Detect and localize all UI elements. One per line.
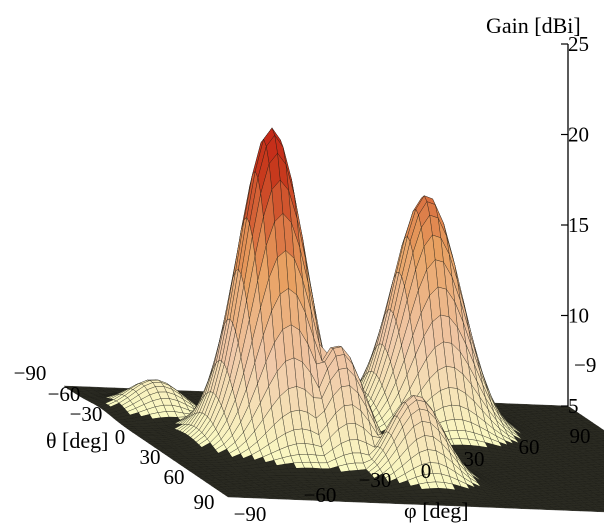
- phi-tick-label: 60: [519, 435, 540, 459]
- z-tick-label: 20: [568, 123, 589, 147]
- phi-tick-label: −30: [359, 468, 392, 492]
- surface-mesh: [63, 127, 604, 513]
- phi-tick-label: 90: [570, 424, 591, 448]
- theta-tick-label: 0: [115, 425, 126, 449]
- z-tick-label: 5: [568, 394, 579, 418]
- z-tick-label: 15: [568, 213, 589, 237]
- phi-tick-label: 30: [464, 447, 485, 471]
- phi-tick-label: −60: [304, 483, 337, 507]
- phi-tick-label: −90: [234, 502, 267, 526]
- z-axis-title: Gain [dBi]: [486, 13, 581, 38]
- z-tick-label: 10: [568, 304, 589, 328]
- theta-tick-label: 90: [194, 490, 215, 514]
- theta-tick-label: −90: [14, 361, 47, 385]
- phi-axis-title: φ [deg]: [404, 498, 469, 523]
- theta-tick-label: 60: [164, 465, 185, 489]
- phi-tick-label: 0: [421, 459, 432, 483]
- theta-tick-label: −30: [70, 402, 103, 426]
- z-extra-tick-label: −9: [574, 353, 596, 377]
- theta-axis-title: θ [deg]: [46, 428, 108, 453]
- theta-tick-label: 30: [140, 445, 161, 469]
